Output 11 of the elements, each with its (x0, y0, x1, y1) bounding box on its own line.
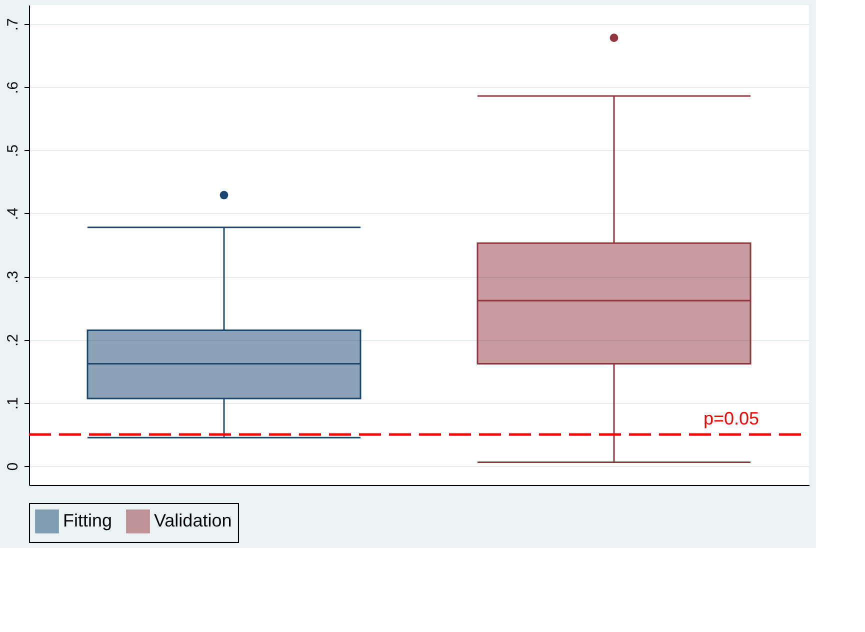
y-tick-label: .1 (4, 397, 22, 410)
legend-label: Validation (154, 510, 232, 530)
y-tick-label: .4 (4, 208, 22, 220)
y-tick-label: .3 (4, 270, 22, 284)
legend-label: Fitting (63, 510, 112, 530)
y-tick-label: .6 (4, 81, 22, 94)
y-tick-label: .5 (4, 144, 22, 158)
y-tick-label: .7 (4, 18, 22, 31)
ref-line-label: p=0.05 (703, 408, 759, 428)
y-tick-label: .2 (4, 334, 22, 346)
y-tick-label: 0 (4, 462, 22, 471)
